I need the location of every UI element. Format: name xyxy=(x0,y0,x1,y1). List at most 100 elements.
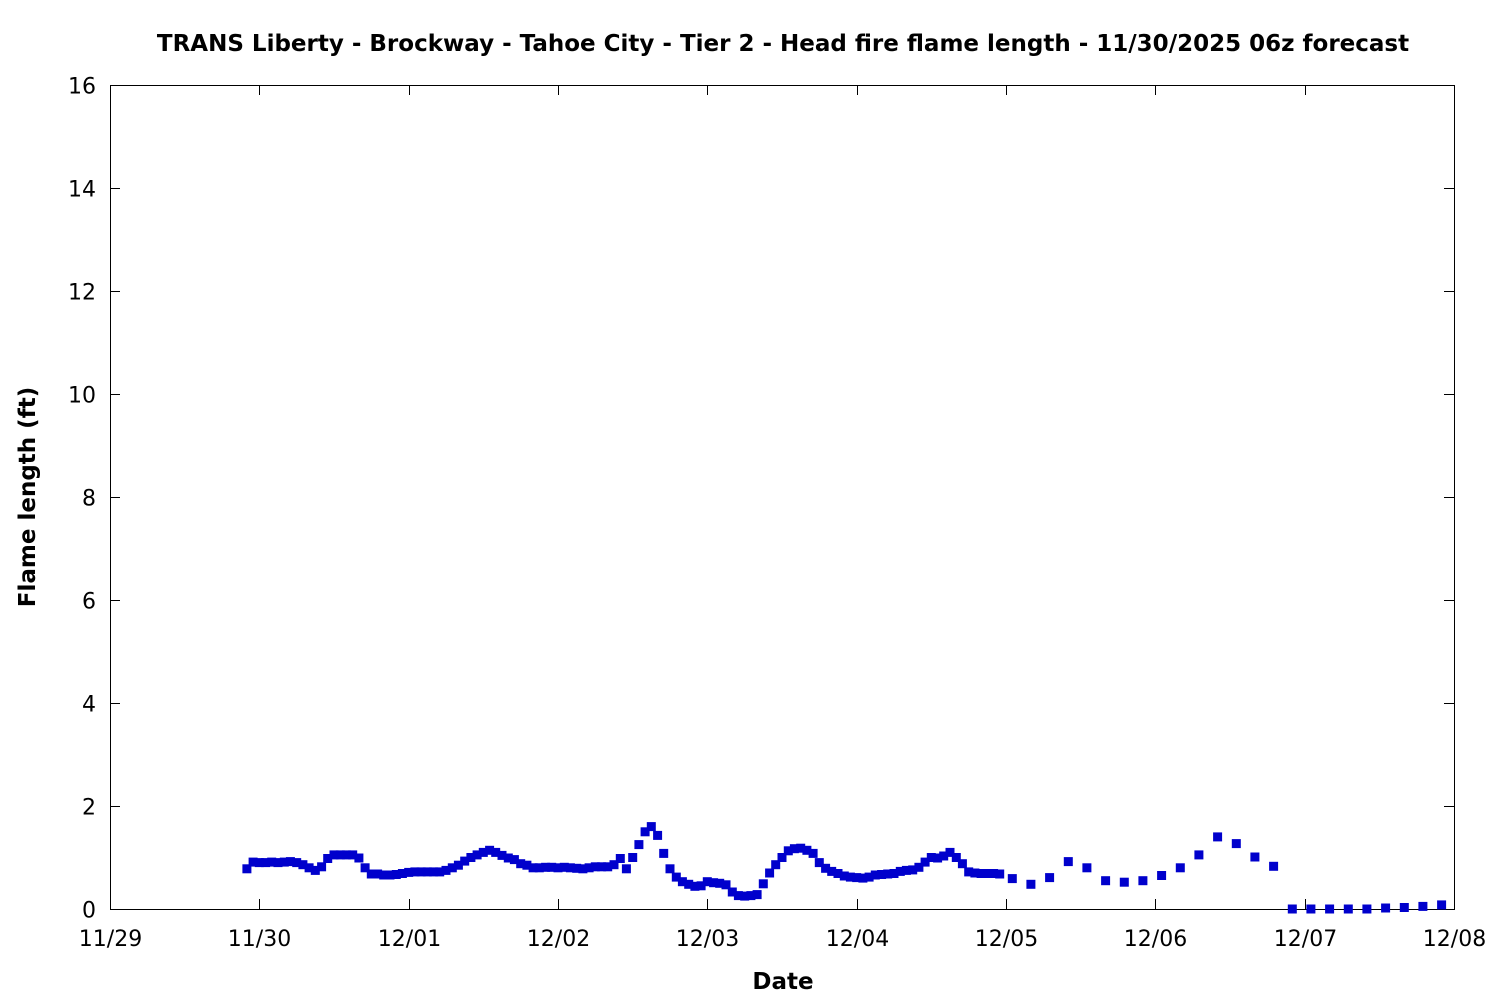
x-tick-label: 12/03 xyxy=(676,927,739,952)
data-point xyxy=(541,862,551,872)
data-point xyxy=(1381,903,1391,913)
data-point xyxy=(329,850,339,860)
data-point xyxy=(827,866,837,876)
y-axis: 0 2 4 6 8 10 12 14 16 xyxy=(68,75,1454,924)
data-point xyxy=(553,863,563,873)
y-tick-label: 12 xyxy=(68,281,96,306)
data-point xyxy=(665,864,675,874)
data-point xyxy=(684,879,694,889)
x-tick-label: 12/04 xyxy=(826,927,889,952)
x-tick-label: 12/07 xyxy=(1274,927,1337,952)
data-point xyxy=(957,859,967,869)
data-point xyxy=(733,891,743,901)
x-tick-label: 11/30 xyxy=(228,927,291,952)
data-point xyxy=(491,847,501,857)
data-points xyxy=(242,822,1447,914)
data-point xyxy=(808,848,818,858)
data-point xyxy=(453,860,463,870)
data-point xyxy=(1026,879,1036,889)
data-point xyxy=(833,869,843,878)
data-point xyxy=(715,878,725,888)
data-point xyxy=(447,863,457,873)
data-point xyxy=(1325,904,1335,914)
data-point xyxy=(261,858,271,868)
data-point xyxy=(721,880,731,890)
chart-title: TRANS Liberty - Brockway - Tahoe City - … xyxy=(157,31,1409,57)
y-tick-label: 16 xyxy=(68,75,96,100)
x-axis: 11/29 11/30 12/01 12/02 12/03 12/04 12/05 12/06… xyxy=(79,85,1486,952)
data-point xyxy=(416,867,426,877)
data-point xyxy=(970,868,980,878)
data-point xyxy=(391,870,401,879)
data-point xyxy=(1418,901,1428,911)
data-point xyxy=(939,851,949,861)
data-point xyxy=(497,850,507,860)
data-point xyxy=(578,864,588,874)
data-point xyxy=(609,860,619,870)
data-point xyxy=(1175,863,1185,873)
data-point xyxy=(858,873,868,883)
data-point xyxy=(397,869,407,878)
data-point xyxy=(989,869,999,878)
data-point xyxy=(677,877,687,887)
y-tick-label: 0 xyxy=(82,899,96,924)
data-point xyxy=(1399,903,1409,912)
data-point xyxy=(889,869,899,878)
data-point xyxy=(503,853,513,863)
data-point xyxy=(478,847,488,857)
data-point xyxy=(653,830,663,840)
data-point xyxy=(646,822,656,832)
x-tick-label: 11/29 xyxy=(79,927,142,952)
data-point xyxy=(789,844,799,854)
data-point xyxy=(597,862,607,872)
data-point xyxy=(1007,874,1017,884)
data-point xyxy=(348,850,358,860)
data-point xyxy=(1101,876,1111,886)
x-tick-label: 12/02 xyxy=(527,927,590,952)
data-point xyxy=(951,853,961,862)
data-point xyxy=(690,881,700,891)
data-point xyxy=(404,867,414,877)
data-point xyxy=(752,890,762,900)
data-point xyxy=(839,871,849,881)
data-point xyxy=(1138,876,1148,886)
data-point xyxy=(771,860,781,870)
y-tick-label: 2 xyxy=(82,796,96,821)
data-point xyxy=(727,887,737,897)
data-point xyxy=(273,858,283,868)
y-tick-label: 10 xyxy=(68,384,96,409)
data-point xyxy=(441,865,451,875)
data-point xyxy=(883,869,893,879)
data-point xyxy=(1082,863,1092,873)
data-point xyxy=(696,881,706,891)
data-point xyxy=(995,869,1005,879)
data-point xyxy=(1362,904,1372,914)
data-point xyxy=(603,862,613,872)
data-point xyxy=(1063,857,1073,867)
data-point xyxy=(379,870,389,880)
data-point xyxy=(1269,861,1279,871)
data-point xyxy=(783,846,793,856)
data-point xyxy=(1157,871,1167,880)
data-point xyxy=(914,862,924,872)
data-point xyxy=(267,857,277,867)
data-point xyxy=(1119,877,1129,887)
x-axis-label: Date xyxy=(752,969,813,995)
data-point xyxy=(360,863,370,873)
data-point xyxy=(777,853,787,862)
data-point xyxy=(628,853,638,862)
x-tick-label: 12/05 xyxy=(975,927,1038,952)
data-point xyxy=(279,857,289,867)
data-point xyxy=(933,853,943,863)
x-tick-label: 12/08 xyxy=(1423,927,1486,952)
data-point xyxy=(926,853,936,862)
data-point xyxy=(964,867,974,877)
data-point xyxy=(1194,850,1204,860)
data-point xyxy=(877,870,887,879)
data-point xyxy=(466,853,476,862)
data-point xyxy=(945,847,955,857)
data-point xyxy=(285,857,295,867)
data-point xyxy=(920,857,930,867)
data-point xyxy=(901,865,911,875)
